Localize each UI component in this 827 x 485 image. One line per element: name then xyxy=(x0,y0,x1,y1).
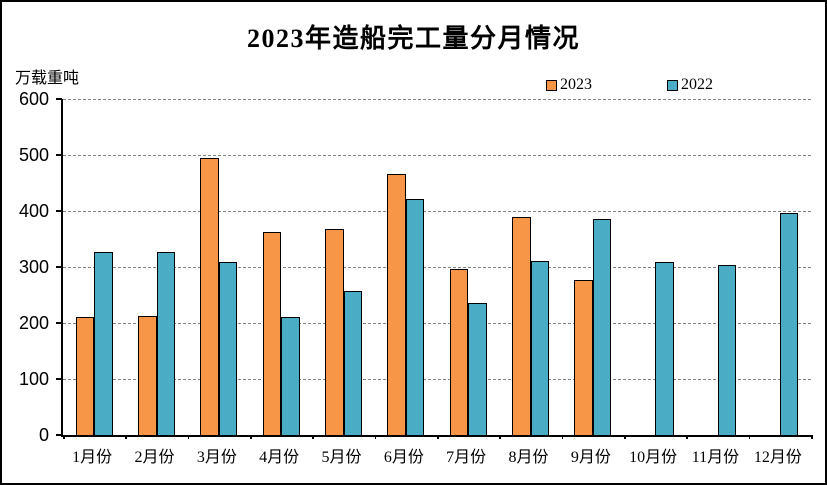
bar-2023-7月份 xyxy=(449,269,469,435)
bar-2022-6月份 xyxy=(405,198,425,435)
x-label-8月份: 8月份 xyxy=(508,449,549,466)
y-tick-label-400: 400 xyxy=(18,201,49,221)
legend-swatch-2022 xyxy=(667,79,678,91)
y-tick xyxy=(56,98,62,100)
bar-2023-6月份 xyxy=(387,174,406,435)
bar-2022-8月份 xyxy=(530,261,549,435)
bar-2022-7月份 xyxy=(468,302,487,435)
gridline-100 xyxy=(63,379,811,380)
y-tick-label-600: 600 xyxy=(18,89,49,109)
x-label-6月份: 6月份 xyxy=(383,449,424,466)
x-label-5月份: 5月份 xyxy=(321,449,362,466)
gridline-500 xyxy=(63,155,811,156)
x-label-9月份: 9月份 xyxy=(570,449,611,466)
bar-2022-2月份 xyxy=(156,251,175,435)
x-label-11月份: 11月份 xyxy=(691,449,740,466)
bar-2023-9月份 xyxy=(574,279,593,435)
x-label-10月份: 10月份 xyxy=(629,449,678,466)
x-tick xyxy=(499,435,501,439)
gridline-600 xyxy=(63,99,811,100)
y-tick-label-300: 300 xyxy=(18,257,49,277)
y-tick xyxy=(56,378,62,380)
bar-2022-12月份 xyxy=(779,212,799,435)
chart-title: 2023年造船完工量分月情况 xyxy=(246,24,580,53)
bar-2023-5月份 xyxy=(325,228,344,435)
legend-swatch-2023 xyxy=(546,79,557,91)
x-label-3月份: 3月份 xyxy=(196,449,237,466)
bar-2022-5月份 xyxy=(343,291,362,435)
x-tick xyxy=(624,435,626,439)
bar-2022-1月份 xyxy=(94,252,113,435)
legend-label-2023: 2023 xyxy=(560,76,592,93)
y-axis-unit-label: 万载重吨 xyxy=(15,70,80,87)
x-tick xyxy=(125,435,127,439)
y-tick xyxy=(56,322,62,324)
bar-2022-9月份 xyxy=(592,218,612,435)
x-label-2月份: 2月份 xyxy=(134,449,175,466)
y-tick-label-100: 100 xyxy=(18,369,49,389)
x-tick xyxy=(312,435,314,439)
x-tick xyxy=(437,435,439,439)
x-label-1月份: 1月份 xyxy=(72,449,113,466)
legend-item-2023: 2023 xyxy=(546,76,592,93)
y-tick-label-0: 0 xyxy=(38,425,49,445)
bar-2022-3月份 xyxy=(218,262,238,435)
bar-2023-4月份 xyxy=(262,231,282,435)
x-tick xyxy=(811,435,813,439)
bar-2023-3月份 xyxy=(200,157,219,435)
y-tick xyxy=(56,434,62,436)
legend-item-2022: 2022 xyxy=(667,76,713,93)
bar-2022-11月份 xyxy=(717,264,736,435)
y-tick-label-500: 500 xyxy=(18,145,49,165)
x-tick xyxy=(686,435,688,439)
y-tick xyxy=(56,266,62,268)
bar-2022-4月份 xyxy=(281,317,300,435)
y-tick xyxy=(56,210,62,212)
plot-area xyxy=(61,99,813,439)
x-tick xyxy=(187,435,190,439)
gridline-300 xyxy=(63,267,811,268)
bar-2023-8月份 xyxy=(512,216,531,435)
bar-2023-2月份 xyxy=(138,316,157,435)
x-tick xyxy=(748,435,751,439)
bar-2022-10月份 xyxy=(655,262,674,435)
x-label-12月份: 12月份 xyxy=(753,449,802,466)
x-label-7月份: 7月份 xyxy=(446,449,487,466)
bar-2023-1月份 xyxy=(75,316,95,435)
legend-label-2022: 2022 xyxy=(681,76,713,93)
gridline-400 xyxy=(63,211,811,212)
y-tick xyxy=(56,154,62,156)
x-tick xyxy=(250,435,252,439)
x-label-4月份: 4月份 xyxy=(259,449,300,466)
gridline-200 xyxy=(63,323,811,324)
x-tick xyxy=(561,435,564,439)
x-tick xyxy=(63,435,65,439)
y-tick-label-200: 200 xyxy=(18,313,49,333)
x-tick xyxy=(374,435,377,439)
